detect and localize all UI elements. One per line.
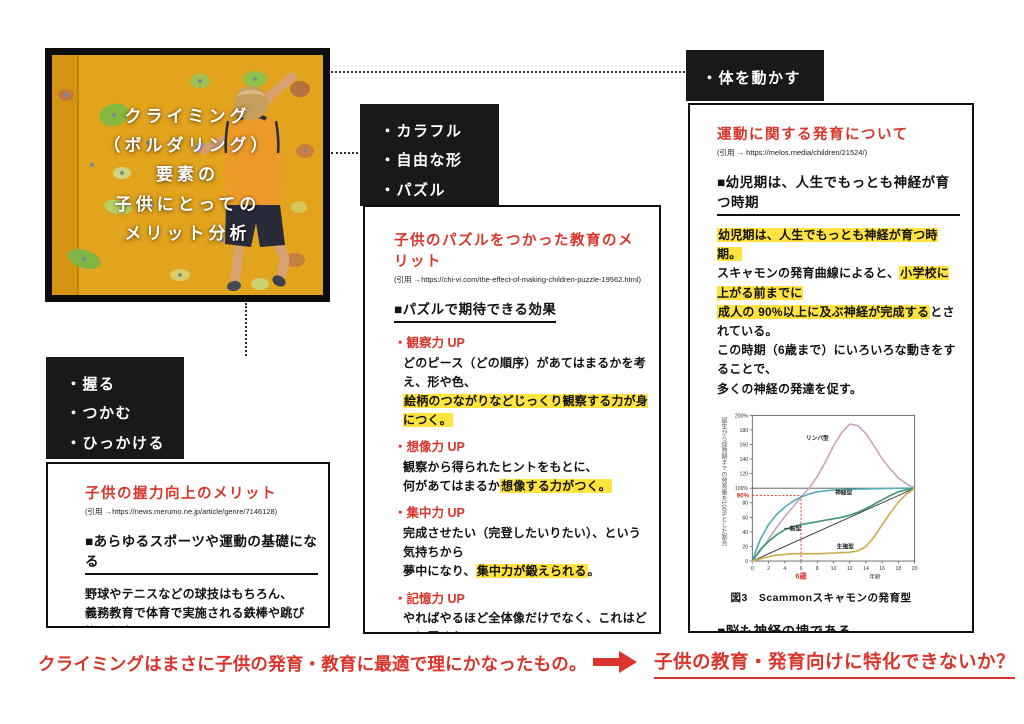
svg-text:18: 18 bbox=[896, 566, 902, 572]
svg-text:16: 16 bbox=[879, 566, 885, 572]
svg-text:2: 2 bbox=[767, 566, 770, 572]
puzzle-card-heading: ■パズルで期待できる効果 bbox=[394, 298, 557, 323]
svg-text:リンパ型: リンパ型 bbox=[806, 434, 829, 442]
effect-item-label: ・集中力 UP bbox=[394, 506, 465, 521]
conclusion-statement: クライミングはまさに子供の発育・教育に最適で理にかなったもの。 bbox=[38, 654, 587, 674]
svg-text:10: 10 bbox=[831, 566, 837, 572]
growth-card-heading2: ■脳も神経の塊である bbox=[717, 620, 852, 631]
puzzle-effects-list: ・観察力 UP どのピース（どの順序）があてはまるかを考え、形や色、 絵柄のつながり… bbox=[394, 333, 649, 632]
conclusion-question: 子供の教育・発育向けに特化できないか？ bbox=[654, 648, 1016, 679]
growth-card-body1: 幼児期は、人生でもっとも神経が育つ時期。 スキャモンの発育曲線によると、小学校に上… bbox=[717, 228, 956, 396]
effect-item: ・観察力 UP どのピース（どの順序）があてはまるかを考え、形や色、 絵柄のつながり… bbox=[394, 333, 649, 430]
effect-item-text: 観察から得られたヒントをもとに、 何があてはまるか想像する力がつく。 bbox=[403, 460, 612, 494]
growth-card: 運動に関する発育について (引用 → https://melos.media/c… bbox=[688, 103, 974, 633]
effect-item-text: どのピース（どの順序）があてはまるかを考え、形や色、 絵柄のつながりなどじっくり観… bbox=[403, 355, 649, 428]
growth-card-title: 運動に関する発育について bbox=[717, 127, 909, 143]
svg-text:40: 40 bbox=[742, 530, 748, 536]
svg-text:140: 140 bbox=[739, 457, 748, 463]
photo-title: クライミング （ボルダリング） 要素の 子供にとっての メリット分析 bbox=[103, 106, 272, 243]
effect-item-label: ・観察力 UP bbox=[394, 336, 465, 350]
svg-text:8: 8 bbox=[816, 566, 819, 572]
grip-card-heading: ■あらゆるスポーツや運動の基礎になる bbox=[85, 530, 318, 575]
grip-benefit-card: 子供の握力向上のメリット (引用 →https://news.merumo.ne… bbox=[46, 462, 330, 628]
climbing-holds bbox=[58, 71, 314, 290]
climbing-wall-illustration bbox=[52, 55, 323, 295]
effect-item: ・記憶力 UP やればやるほど全体像だけでなく、これはどこに置くか、どんな絵柄がこ… bbox=[394, 589, 649, 632]
connector-photo-to-move-chip bbox=[331, 71, 685, 73]
svg-text:0: 0 bbox=[745, 559, 748, 565]
svg-text:12: 12 bbox=[847, 566, 853, 572]
svg-text:6: 6 bbox=[800, 566, 803, 572]
effect-item: ・集中力 UP 完成させたい（完登したいりたい）、という気持ちから 夢中になり、集中… bbox=[394, 503, 649, 581]
svg-text:160: 160 bbox=[739, 442, 748, 448]
svg-text:20: 20 bbox=[742, 544, 748, 550]
effect-item-text: 完成させたい（完登したいりたい）、という気持ちから 夢中になり、集中力が鍛えられる… bbox=[403, 526, 642, 579]
puzzle-card-citation: (引用 →https://chi-vi.com/the-effect-of-ma… bbox=[394, 275, 642, 284]
growth-card-citation: (引用 → https://melos.media/children/21524… bbox=[717, 148, 868, 157]
arrow-right-icon bbox=[592, 650, 638, 679]
svg-text:4: 4 bbox=[783, 566, 786, 572]
svg-text:180: 180 bbox=[739, 428, 748, 434]
grip-card-body: 野球やテニスなどの球技はもちろん、義務教育で体育で実施される鉄棒や跳び箱、倒立な… bbox=[85, 585, 318, 626]
svg-text:200%: 200% bbox=[735, 413, 749, 419]
svg-text:一般型: 一般型 bbox=[784, 524, 801, 532]
svg-text:120: 120 bbox=[739, 471, 748, 477]
svg-text:生殖型: 生殖型 bbox=[837, 542, 854, 550]
svg-text:100%: 100% bbox=[735, 486, 749, 492]
connector-photo-to-puzzle-chip bbox=[331, 152, 362, 154]
chart-y-axis-label: 誕生から成熟期までの発育量を100%とした割合 bbox=[720, 416, 726, 547]
effect-item-label: ・記憶力 UP bbox=[394, 591, 465, 606]
growth-card-heading1: ■幼児期は、人生でもっとも神経が育つ時期 bbox=[717, 171, 960, 216]
svg-text:神経型: 神経型 bbox=[835, 488, 852, 496]
svg-text:14: 14 bbox=[863, 566, 869, 572]
svg-text:年齢: 年齢 bbox=[869, 572, 881, 580]
svg-text:80: 80 bbox=[742, 500, 748, 506]
puzzle-benefit-card: 子供のパズルをつかった教育のメリット (引用 →https://chi-vi.c… bbox=[363, 205, 661, 634]
child-climber bbox=[199, 72, 297, 292]
grip-card-title: 子供の握力向上のメリット bbox=[85, 486, 277, 502]
scammon-growth-chart: 0 20 40 60 80 100% 120 140 160 180 200% 0 2 4 6 8 10 12 14… bbox=[735, 413, 918, 580]
svg-text:0: 0 bbox=[751, 566, 754, 572]
grip-card-citation: (引用 →https://news.merumo.ne.jp/article/g… bbox=[85, 507, 278, 516]
svg-text:60: 60 bbox=[742, 515, 748, 521]
climbing-photo: クライミング （ボルダリング） 要素の 子供にとっての メリット分析 bbox=[45, 48, 330, 302]
connector-photo-to-grip-chip bbox=[245, 303, 247, 356]
effect-item-label: ・想像力 UP bbox=[394, 440, 465, 455]
puzzle-card-title: 子供のパズルをつかった教育のメリット bbox=[394, 233, 634, 270]
chart-caption: 図3 Scammonスキャモンの発育型 bbox=[730, 591, 912, 604]
svg-text:20: 20 bbox=[912, 566, 918, 572]
grip-actions-chip: ・握る ・つかむ ・ひっかける bbox=[46, 357, 184, 459]
move-body-chip: ・体を動かす bbox=[686, 50, 824, 101]
effect-item-text: やればやるほど全体像だけでなく、これはどこに置くか、どんな絵柄がここにあてはまる… bbox=[394, 609, 649, 632]
svg-text:6歳: 6歳 bbox=[795, 571, 807, 580]
svg-text:90%: 90% bbox=[737, 492, 750, 499]
effect-item: ・想像力 UP 観察から得られたヒントをもとに、 何があてはまるか想像する力がつく。 bbox=[394, 437, 649, 496]
puzzle-features-chip: ・カラフル ・自由な形 ・パズル bbox=[360, 104, 499, 206]
scammon-chart-figure: 0 20 40 60 80 100% 120 140 160 180 200% 0 2 4 6 8 10 12 14… bbox=[719, 407, 935, 605]
